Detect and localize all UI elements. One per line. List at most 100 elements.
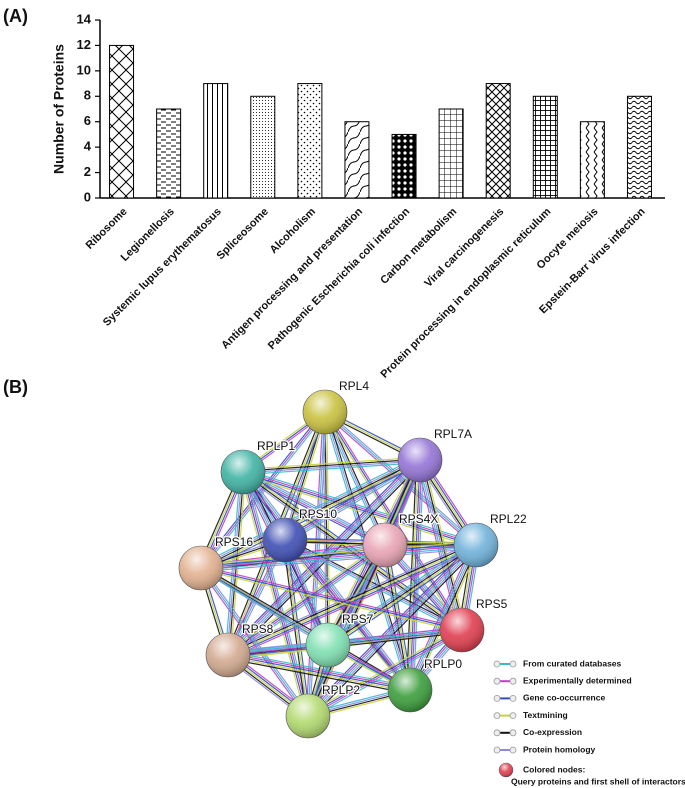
edge — [240, 473, 409, 693]
y-tick-label: 6 — [84, 113, 91, 128]
legend-dot — [509, 729, 517, 737]
node-label: RPLP0 — [424, 657, 462, 671]
edge — [407, 544, 475, 690]
bar — [438, 108, 464, 199]
edge — [227, 542, 476, 654]
bar — [109, 44, 135, 199]
edge — [200, 542, 476, 567]
edge — [239, 472, 306, 717]
legend-title: Colored nodes: — [523, 764, 586, 774]
legend-label: Co-expression — [523, 727, 582, 737]
bar — [485, 83, 511, 199]
node-gloss — [454, 523, 498, 567]
edge — [200, 569, 462, 633]
legend-dot — [493, 712, 501, 719]
edge — [244, 469, 413, 689]
edge — [324, 411, 477, 546]
edge — [200, 544, 477, 569]
edge — [326, 543, 476, 645]
edge — [242, 458, 420, 472]
bar — [579, 121, 605, 199]
node-label: RPLP2 — [322, 683, 360, 697]
bar — [297, 83, 323, 199]
edge — [200, 540, 476, 566]
edge — [282, 540, 307, 717]
legend-dot — [493, 729, 501, 737]
legend-label: Textmining — [523, 710, 568, 720]
panel-label: (A) — [3, 6, 28, 26]
edge — [245, 471, 312, 716]
edge — [310, 547, 479, 719]
legend-dot — [509, 695, 517, 702]
edge — [200, 567, 411, 691]
y-tick-label: 4 — [84, 139, 92, 154]
edge — [229, 547, 478, 659]
node-gloss — [303, 390, 347, 434]
edge — [242, 456, 420, 470]
node-gloss — [263, 518, 307, 562]
edge — [325, 410, 478, 545]
edge — [201, 566, 310, 716]
edge — [228, 545, 386, 657]
edge — [227, 543, 385, 655]
edge — [325, 541, 475, 643]
edge — [199, 456, 419, 566]
edge — [327, 628, 462, 645]
bar — [156, 108, 182, 199]
edge — [227, 544, 477, 656]
y-tick-label: 0 — [84, 189, 91, 204]
edge — [241, 472, 410, 691]
edge — [201, 461, 422, 571]
legend-label: Gene co-occurrence — [523, 693, 605, 703]
edge — [419, 459, 463, 631]
edge — [225, 457, 418, 653]
edge — [199, 569, 410, 693]
legend-label: Protein homology — [523, 744, 596, 754]
edge — [308, 545, 387, 717]
x-tick-label: Protein processing in endoplasmic reticu… — [379, 206, 554, 381]
edge — [226, 542, 384, 654]
legend-dot — [493, 660, 501, 668]
node-gloss — [206, 633, 250, 677]
node-gloss — [179, 546, 223, 590]
legend-label: From curated databases — [523, 658, 622, 668]
edge — [201, 565, 412, 689]
x-tick-label: Ribosome — [84, 206, 130, 252]
y-tick-label: 10 — [77, 62, 91, 77]
x-tick-label: Viral carcinogenesis — [422, 206, 506, 290]
edge — [241, 472, 308, 717]
node-gloss — [440, 608, 484, 652]
x-tick-label: Alcoholism — [268, 206, 319, 257]
edge — [307, 628, 462, 716]
bar — [203, 83, 229, 199]
legend-dot — [493, 746, 501, 754]
node-label: RPL4 — [339, 379, 369, 393]
edge — [201, 546, 477, 571]
legend-label: Experimentally determined — [523, 675, 632, 685]
node-label: RPS4X — [399, 512, 438, 526]
edge — [227, 657, 410, 695]
bar — [250, 95, 276, 199]
edge — [323, 412, 476, 547]
edge — [286, 412, 328, 541]
edge — [409, 459, 421, 691]
edge — [308, 545, 478, 718]
edge — [199, 457, 420, 567]
node-label: RPS16 — [215, 535, 253, 549]
panel-label: (B) — [3, 377, 28, 397]
edge — [200, 567, 463, 631]
edge — [243, 462, 421, 476]
edge — [243, 471, 310, 716]
edge — [244, 469, 464, 629]
edge — [243, 469, 387, 544]
edge — [327, 626, 462, 643]
node-gloss — [398, 438, 442, 482]
edge — [226, 541, 475, 653]
edge — [243, 471, 412, 690]
edge — [309, 545, 389, 718]
legend-dot — [493, 695, 501, 702]
edge — [201, 565, 463, 629]
node-label: RPS7 — [342, 612, 374, 626]
